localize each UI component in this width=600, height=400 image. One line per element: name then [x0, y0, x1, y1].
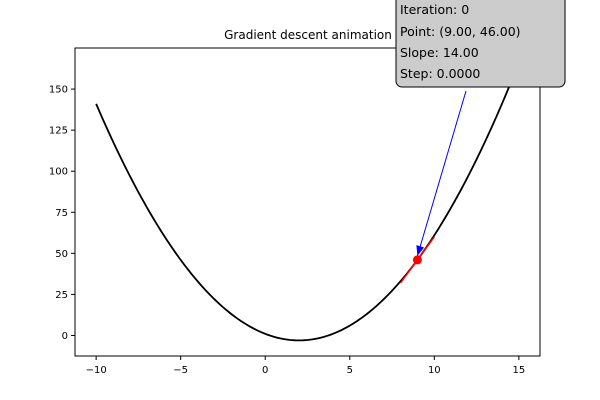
y-tick-label: 150: [49, 85, 68, 96]
x-tick-label: 15: [512, 365, 525, 376]
info-step: Step: 0.0000: [400, 66, 480, 81]
function-curve: [95, 62, 520, 342]
y-tick-label: 50: [55, 249, 68, 260]
info-slope: Slope: 14.00: [400, 45, 479, 60]
x-axis-ticks: −10 −5 0 5 10 15: [86, 356, 525, 376]
info-iteration: Iteration: 0: [400, 2, 469, 17]
info-point: Point: (9.00, 46.00): [400, 24, 521, 39]
annotation-arrow-head: [416, 245, 425, 256]
info-box-frame: [395, 0, 566, 88]
x-tick-label: 0: [262, 365, 268, 376]
chart-title: Gradient descent animation: [224, 28, 392, 42]
current-point: [412, 255, 422, 265]
y-axis-ticks: 0 25 50 75 100 125 150: [49, 85, 75, 342]
x-tick-label: 10: [428, 365, 441, 376]
y-tick-label: 100: [49, 167, 68, 178]
plot-frame: [74, 47, 541, 357]
y-tick-label: 125: [49, 126, 68, 137]
x-tick-label: 5: [347, 365, 353, 376]
y-tick-label: 0: [62, 331, 68, 342]
x-tick-label: −5: [173, 365, 188, 376]
x-tick-label: −10: [86, 365, 107, 376]
y-tick-label: 25: [55, 290, 68, 301]
annotation-arrow: [416, 90, 467, 257]
y-tick-label: 75: [55, 208, 68, 219]
info-box: Iteration: 0 Point: (9.00, 46.00) Slope:…: [395, 0, 566, 88]
